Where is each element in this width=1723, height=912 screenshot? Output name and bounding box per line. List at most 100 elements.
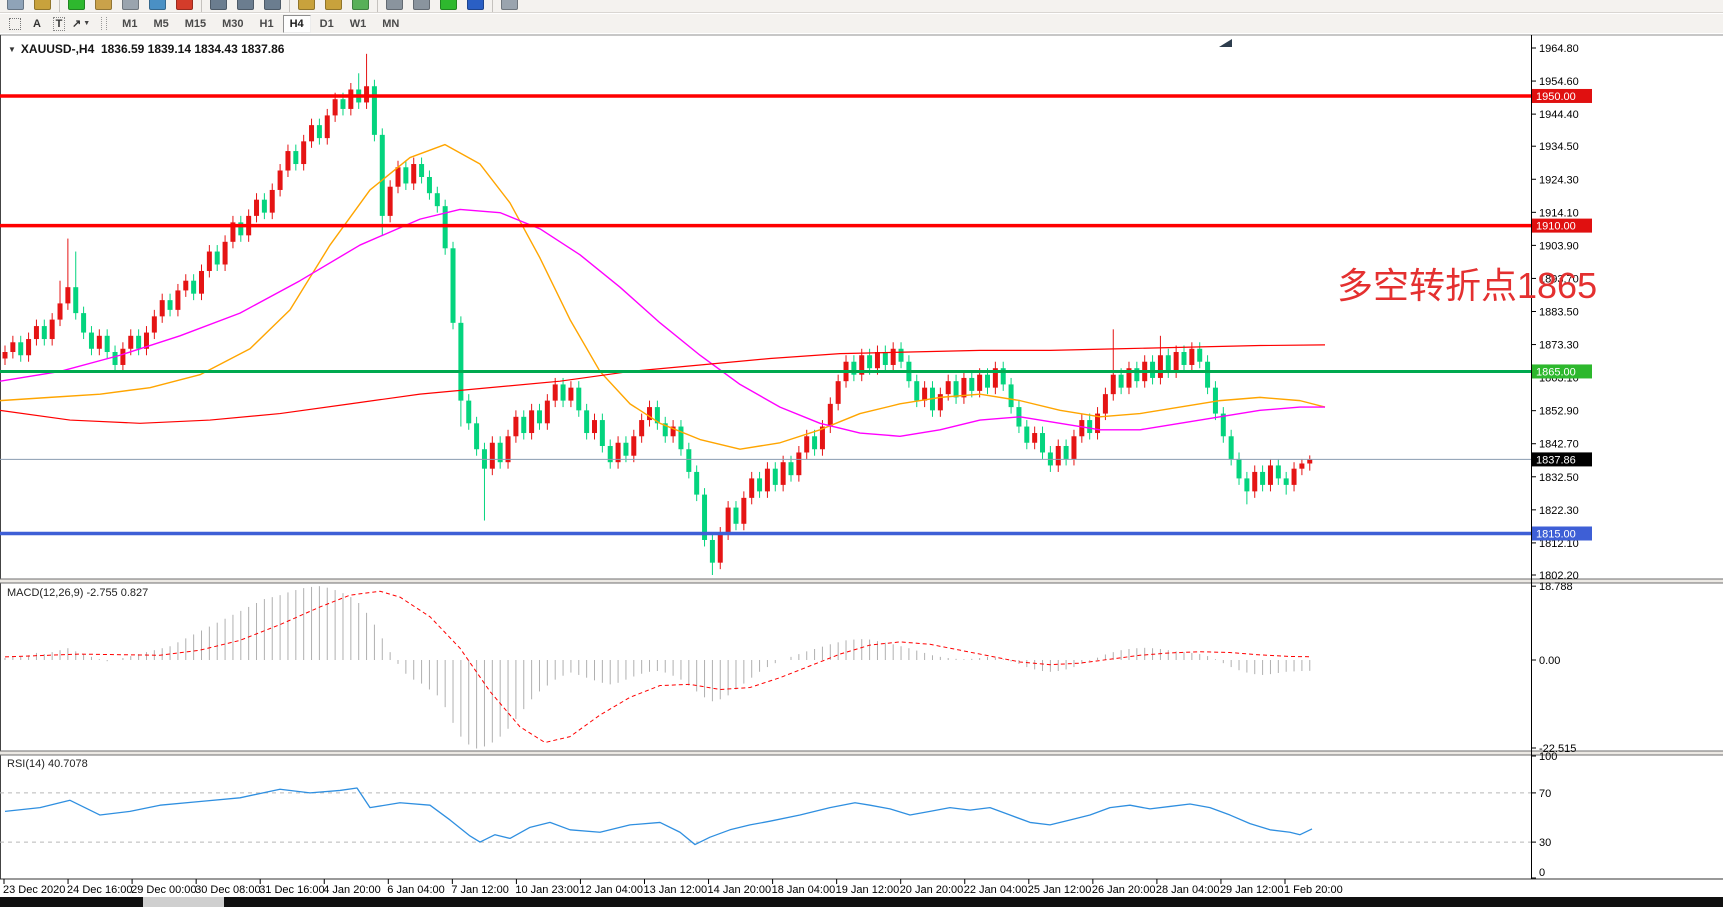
price-tick-label: 1852.90	[1539, 406, 1579, 418]
candlesticks	[2, 53, 1313, 575]
date-tick-label: 19 Jan 12:00	[836, 884, 900, 896]
date-tick-label: 18 Jan 04:00	[772, 884, 836, 896]
price-tick-label: 1944.40	[1539, 109, 1579, 121]
price-tick-label: 1934.50	[1539, 141, 1579, 153]
date-tick-label: 30 Dec 08:00	[195, 884, 260, 896]
tile-windows-icon[interactable]	[352, 0, 369, 10]
price-badge: 1865.00	[1536, 366, 1576, 378]
chart-toolbar: A T ↗ ▼ M1 M5 M15 M30 H1 H4 D1 W1 MN	[0, 14, 1723, 33]
main-toolbar	[0, 0, 1723, 13]
report-icon[interactable]	[7, 0, 24, 10]
toolbar-grip[interactable]	[101, 17, 108, 30]
price-tick-label: 1842.70	[1539, 439, 1579, 451]
timeframe-button-m30[interactable]: M30	[222, 17, 244, 30]
macd-tick-label: 18.788	[1539, 581, 1573, 593]
add-indicator-icon[interactable]	[440, 0, 457, 10]
timeframe-button-m15[interactable]: M15	[184, 17, 207, 30]
toolbar-separator	[289, 0, 290, 12]
date-tick-label: 22 Jan 04:00	[964, 884, 1028, 896]
date-tick-label: 24 Dec 16:00	[67, 884, 132, 896]
scroll-to-end-marker[interactable]	[1219, 39, 1232, 47]
price-tick-label: 1832.50	[1539, 472, 1579, 484]
price-tick-label: 1914.10	[1539, 207, 1579, 219]
date-tick-label: 4 Jan 20:00	[323, 884, 381, 896]
rsi-tick-label: 70	[1539, 788, 1551, 800]
macd-tick-label: -22.515	[1539, 743, 1576, 755]
new-order-icon[interactable]	[68, 0, 85, 10]
market-watch-icon[interactable]	[122, 0, 139, 10]
date-tick-label: 10 Jan 23:00	[515, 884, 579, 896]
line-chart-icon[interactable]	[264, 0, 281, 10]
price-tick-label: 1893.70	[1539, 273, 1579, 285]
date-tick-label: 25 Jan 12:00	[1028, 884, 1092, 896]
chart-canvas[interactable]: 1964.80 1954.60 1944.40 1934.50 1924.30 1914.…	[0, 33, 1723, 907]
candlestick-chart-icon[interactable]	[237, 0, 254, 10]
chart-shift-icon[interactable]	[413, 0, 430, 10]
price-tick-label: 1822.30	[1539, 505, 1579, 517]
zoom-tool-icon[interactable]	[34, 0, 51, 10]
macd-indicator-label: MACD(12,26,9) -2.755 0.827	[7, 587, 148, 599]
price-axis[interactable]: 1964.80 1954.60 1944.40 1934.50 1924.30 1914.…	[1531, 43, 1592, 582]
toolbar-separator	[59, 0, 60, 12]
rsi-tick-label: 30	[1539, 837, 1551, 849]
price-badge: 1815.00	[1536, 529, 1576, 541]
date-tick-label: 28 Jan 04:00	[1156, 884, 1220, 896]
moving-averages	[0, 143, 1326, 450]
price-tick-label: 1812.10	[1539, 538, 1579, 550]
rsi-indicator-label: RSI(14) 40.7078	[7, 758, 88, 770]
timeframe-button-h1[interactable]: H1	[259, 17, 274, 30]
selection-grid-tool[interactable]	[6, 15, 24, 32]
toolbar-separator	[377, 0, 378, 12]
timeframe-group: M1 M5 M15 M30 H1 H4 D1 W1 MN	[114, 14, 407, 33]
dotted-box-icon	[9, 17, 21, 30]
date-tick-label: 29 Jan 12:00	[1220, 884, 1284, 896]
arrow-objects-tool[interactable]: ↗ ▼	[72, 15, 90, 32]
chart-frame	[0, 34, 1723, 880]
horizontal-levels[interactable]	[0, 94, 1531, 536]
navigator-icon[interactable]	[149, 0, 166, 10]
dropdown-caret-icon[interactable]: ▼	[83, 20, 91, 27]
rsi-tick-label: 100	[1539, 751, 1557, 763]
text-tool[interactable]: A	[28, 15, 46, 32]
drawing-tools-group: A T ↗ ▼	[4, 15, 92, 32]
zoom-out-icon[interactable]	[325, 0, 342, 10]
timeframe-button-h4[interactable]: H4	[282, 14, 311, 33]
rsi-panel: 100 70 30 0	[0, 751, 1557, 879]
annotation-text[interactable]: 多空转折点1865	[1337, 265, 1598, 306]
bottom-window-strip	[0, 897, 1723, 907]
chevron-down-icon[interactable]: ▼	[8, 45, 16, 54]
bar-chart-icon[interactable]	[210, 0, 227, 10]
timeframe-button-m1[interactable]: M1	[122, 17, 138, 30]
date-tick-label: 1 Feb 20:00	[1284, 884, 1343, 896]
timeframe-button-mn[interactable]: MN	[382, 17, 400, 30]
date-tick-label: 7 Jan 12:00	[451, 884, 509, 896]
grid-icon[interactable]	[501, 0, 518, 10]
toolbar-separator	[201, 0, 202, 12]
date-tick-label: 26 Jan 20:00	[1092, 884, 1156, 896]
toolbar-separator	[492, 0, 493, 12]
auto-scroll-icon[interactable]	[386, 0, 403, 10]
profile-icon[interactable]	[95, 0, 112, 10]
price-badge: 1910.00	[1536, 221, 1576, 233]
macd-values: -2.755 0.827	[86, 587, 149, 599]
zoom-in-icon[interactable]	[298, 0, 315, 10]
timeframe-button-d1[interactable]: D1	[319, 17, 334, 30]
price-tick-label: 1883.50	[1539, 306, 1579, 318]
price-tick-label: 1873.30	[1539, 340, 1579, 352]
text-label-tool[interactable]: T	[50, 15, 68, 32]
date-tick-label: 12 Jan 04:00	[579, 884, 643, 896]
date-tick-label: 6 Jan 04:00	[387, 884, 445, 896]
price-tick-label: 1802.20	[1539, 570, 1579, 582]
date-tick-label: 13 Jan 12:00	[644, 884, 708, 896]
date-tick-label: 23 Dec 2020	[3, 884, 65, 896]
bottom-strip-segment	[143, 897, 224, 907]
ohlc-values: 1836.59 1839.14 1834.43 1837.86	[100, 42, 285, 56]
terminal-icon[interactable]	[176, 0, 193, 10]
timeframe-button-w1[interactable]: W1	[349, 17, 367, 30]
timeframe-button-m5[interactable]: M5	[153, 17, 169, 30]
rsi-value: 40.7078	[47, 758, 88, 770]
refresh-icon[interactable]	[467, 0, 484, 10]
symbol-label: XAUUSD-,H4	[20, 42, 95, 56]
